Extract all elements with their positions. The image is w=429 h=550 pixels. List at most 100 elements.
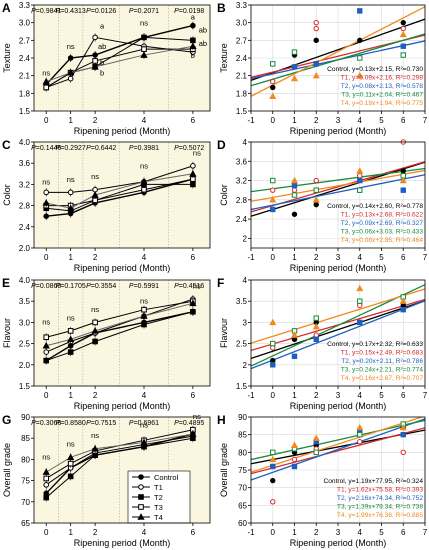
scatter-point-t2 bbox=[291, 64, 298, 70]
significance-label: ns bbox=[42, 177, 50, 186]
x-tick-label: 1 bbox=[68, 253, 73, 262]
regression-line-t2 bbox=[251, 300, 425, 370]
data-point-control bbox=[92, 52, 98, 58]
panel-label: F bbox=[217, 276, 224, 290]
scatter-point-control bbox=[400, 19, 406, 26]
scatter-point-t1 bbox=[313, 25, 319, 32]
scatter-point-t1 bbox=[400, 449, 406, 456]
data-point-t4 bbox=[140, 177, 148, 185]
y-tick-label: 80 bbox=[238, 448, 247, 457]
data-point-t2 bbox=[190, 309, 196, 315]
data-point-t3 bbox=[141, 306, 147, 313]
x-tick-label: 6 bbox=[191, 528, 196, 537]
data-point-t4 bbox=[189, 42, 197, 50]
y-tick-label: 2.4 bbox=[19, 54, 31, 63]
fit-equation-t1: T1, y=0.15x+2.49, R²=0.683 bbox=[341, 350, 424, 357]
significance-label: ab bbox=[199, 39, 207, 48]
x-tick-label: 4 bbox=[358, 391, 363, 400]
x-axis-label: Ripening period (Month) bbox=[290, 263, 387, 273]
y-tick-label: 1.5 bbox=[236, 107, 248, 116]
x-tick-label: 5 bbox=[379, 391, 384, 400]
y-tick-label: 85 bbox=[238, 431, 247, 440]
fit-equation-control: Control, y=1.19x+77.95, R²=0.324 bbox=[323, 478, 423, 485]
y-tick-label: 2.1 bbox=[19, 72, 31, 81]
legend-label-control: Control bbox=[154, 473, 179, 482]
data-point-t3 bbox=[92, 319, 98, 326]
scatter-point-t4 bbox=[399, 30, 407, 38]
y-tick-label: 1.8 bbox=[19, 89, 31, 98]
significance-label: ns bbox=[91, 172, 99, 181]
x-tick-label: 4 bbox=[142, 528, 147, 537]
scatter-point-t4 bbox=[356, 423, 364, 431]
y-tick-label: 1.5 bbox=[236, 382, 248, 391]
significance-label: ns bbox=[140, 421, 148, 430]
significance-label: ns bbox=[193, 148, 201, 157]
y-axis-label: Overall grade bbox=[219, 443, 229, 497]
x-tick-label: 4 bbox=[358, 528, 363, 537]
scatter-point-t2 bbox=[357, 319, 363, 326]
x-tick-label: 6 bbox=[191, 116, 196, 125]
data-point-t3 bbox=[43, 334, 50, 341]
fit-equation-t1: T1, y=0.13x+2.68, R²=0.622 bbox=[341, 212, 424, 219]
legend-marker bbox=[137, 513, 145, 520]
data-point-t4 bbox=[91, 62, 99, 70]
panel-label: D bbox=[217, 138, 226, 152]
data-point-t3 bbox=[141, 186, 147, 193]
panel-label: B bbox=[217, 1, 226, 15]
p-value-label: P=0.3554 bbox=[86, 283, 116, 290]
regression-line-control bbox=[251, 161, 425, 217]
data-point-t4 bbox=[91, 444, 99, 452]
significance-label: ab bbox=[199, 26, 207, 35]
fit-equation-t1: T1, y=0.09x+2.16, R²=0.298 bbox=[341, 75, 424, 82]
y-tick-label: 90 bbox=[238, 413, 247, 422]
x-tick-label: 2 bbox=[93, 528, 98, 537]
significance-label: a bbox=[191, 13, 196, 22]
plot-frame bbox=[250, 141, 426, 249]
panel-label: H bbox=[217, 413, 226, 427]
scatter-point-t1 bbox=[313, 19, 319, 26]
scatter-point-t3 bbox=[313, 315, 319, 321]
data-point-t3 bbox=[43, 84, 50, 91]
y-axis-label: Color bbox=[219, 184, 229, 206]
chart-panel-f: F 1.5 2 2.5 3 3.5 4 Flavour -1 0 1 2 3 4 5 6 7 Ripening p… bbox=[217, 276, 428, 411]
scatter-point-t4 bbox=[399, 297, 407, 304]
scatter-point-t4 bbox=[269, 318, 277, 326]
y-tick-label: 1.8 bbox=[236, 89, 248, 98]
data-point-t1 bbox=[67, 189, 74, 196]
fit-equation-t4: T4, y=0.08x+2.85, R²=0.464 bbox=[341, 237, 424, 244]
chart-panel-g: G 65 70 75 80 85 90 Overall grade 0 1 2 4 6 Ripening … bbox=[2, 412, 211, 548]
y-tick-label: 85 bbox=[21, 434, 30, 443]
y-tick-label: 3.6 bbox=[19, 159, 31, 168]
regression-line-t4 bbox=[251, 288, 425, 344]
fit-equation-t2: T2, y=2.16x+74.34, R²=0.752 bbox=[337, 495, 423, 502]
scatter-point-t4 bbox=[290, 74, 299, 82]
regression-line-t4 bbox=[251, 6, 425, 97]
data-point-t2 bbox=[141, 321, 147, 328]
y-axis-label: Texture bbox=[2, 43, 12, 73]
chart-panel-e: E 1.5 2.0 2.5 3.0 3.5 4.0 Flavour 0 1 2 4 6 Ripening … bbox=[2, 276, 211, 411]
scatter-point-t2 bbox=[270, 362, 276, 368]
x-tick-label: 6 bbox=[191, 391, 196, 400]
x-axis-label: Ripening period (Month) bbox=[74, 126, 171, 136]
x-tick-label: 2 bbox=[314, 253, 319, 262]
data-point-t3 bbox=[141, 46, 147, 52]
fit-equation-t1: T1, y=1.62x+75.58, R²=0.393 bbox=[337, 487, 423, 494]
significance-label: ns bbox=[91, 431, 99, 440]
fit-equation-t4: T4, y=1.99x+76.36, R²=0.885 bbox=[337, 512, 423, 519]
data-point-t3 bbox=[67, 460, 74, 467]
scatter-point-control bbox=[291, 336, 298, 343]
y-tick-label: 2.0 bbox=[19, 244, 31, 253]
significance-label: ns bbox=[67, 175, 75, 184]
p-value-label: P=0.6961 bbox=[129, 420, 159, 427]
x-tick-label: 3 bbox=[336, 116, 341, 125]
plot-frame bbox=[250, 416, 426, 524]
y-tick-label: 2.8 bbox=[236, 196, 248, 205]
scatter-point-t2 bbox=[357, 8, 363, 14]
regression-line-t4 bbox=[251, 417, 424, 473]
y-tick-label: 1.5 bbox=[19, 382, 31, 391]
x-tick-label: 6 bbox=[401, 116, 406, 125]
x-axis-label: Ripening period (Month) bbox=[290, 538, 387, 548]
data-point-t2 bbox=[190, 37, 196, 44]
scatter-point-t4 bbox=[312, 71, 320, 79]
regression-line-t3 bbox=[251, 419, 425, 461]
